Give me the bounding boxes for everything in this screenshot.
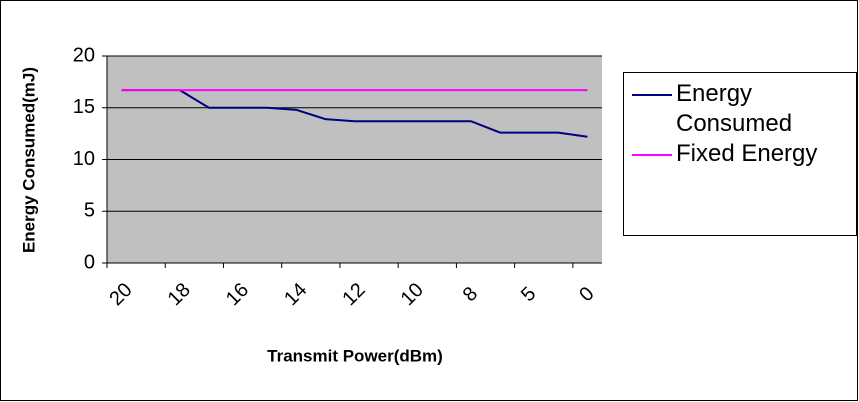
y-tick-label: 15: [73, 96, 95, 118]
legend-entry: Energy Consumed: [632, 79, 856, 139]
x-axis-title: Transmit Power(dBm): [267, 346, 443, 365]
y-tick-label: 0: [84, 251, 95, 273]
legend-swatch: [632, 154, 672, 156]
legend-swatch: [632, 94, 672, 96]
legend-label: Energy Consumed: [676, 80, 793, 137]
legend-label: Fixed Energy: [676, 140, 818, 167]
y-axis-title: Energy Consumed(mJ): [19, 67, 38, 253]
legend: Energy Consumed Fixed Energy: [623, 72, 857, 236]
y-tick-label: 10: [73, 148, 95, 170]
y-tick-label: 20: [73, 44, 95, 66]
series-line: [121, 89, 588, 138]
legend-entry: Fixed Energy: [632, 139, 856, 169]
y-tick-label: 5: [84, 200, 95, 222]
